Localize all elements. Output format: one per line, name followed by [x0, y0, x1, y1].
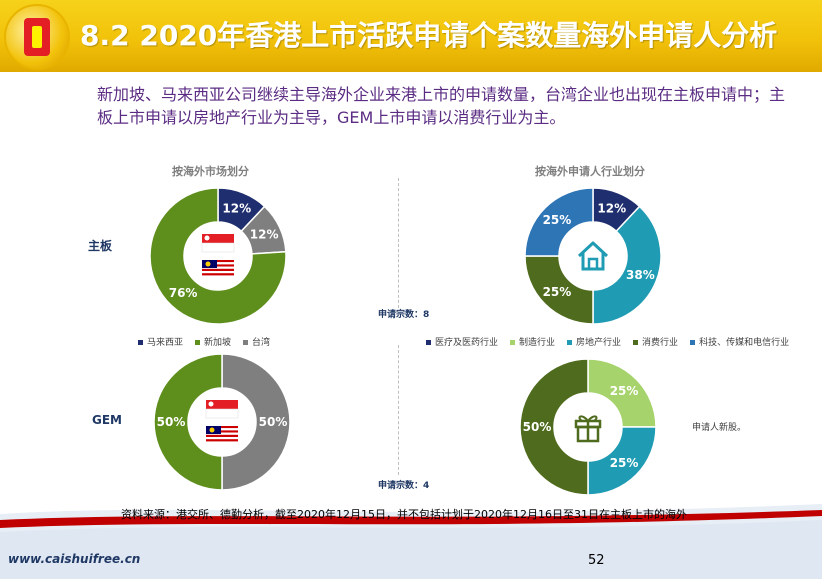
data-label-main-market-2: 76%: [169, 286, 198, 300]
legend-label: 台湾: [252, 338, 271, 348]
legend-item-market-1: 新加坡: [195, 335, 231, 348]
divider-top: [398, 178, 399, 308]
data-label-gem-industry-0: 25%: [610, 384, 639, 398]
singapore-flag-icon: [205, 400, 239, 419]
legend-item-industry-0: 医疗及医药行业: [426, 335, 498, 348]
legend-market: 马来西亚 新加坡 台湾: [138, 335, 270, 348]
data-label-gem-industry-1: 25%: [610, 456, 639, 470]
row-label-gem: GEM: [92, 413, 122, 427]
summary-text: 新加坡、马来西亚公司继续主导海外企业来港上市的申请数量，台湾企业也出现在主板申请…: [97, 85, 786, 127]
legend-item-market-2: 台湾: [243, 335, 270, 348]
count-gem: 申请宗数：4: [378, 481, 430, 491]
note-text: 申请人新股。: [692, 423, 747, 433]
legend-item-industry-3: 消费行业: [633, 335, 678, 348]
page-title: 8.2 2020年香港上市活跃申请个案数量海外申请人分析: [80, 19, 778, 52]
legend-swatch: [138, 340, 143, 345]
data-label-main-industry-0: 12%: [597, 202, 626, 216]
brand-logo-icon: [4, 4, 70, 70]
data-label-gem-industry-2: 50%: [523, 420, 552, 434]
legend-label: 新加坡: [204, 338, 232, 348]
legend-swatch: [567, 340, 573, 345]
data-label-gem-market-0: 50%: [259, 415, 288, 429]
legend-swatch: [510, 340, 516, 345]
pie-hole: [559, 222, 627, 290]
pie-hole: [184, 222, 252, 290]
pie-chart-gem-market: 50% 50%: [153, 353, 291, 491]
malaysia-flag-icon: [202, 260, 234, 276]
page-number: 52: [588, 553, 605, 568]
site-url[interactable]: www.caishuifree.cn: [8, 552, 141, 566]
pie-chart-main-industry: 12% 38% 25% 25%: [524, 187, 662, 325]
title-bar: 8.2 2020年香港上市活跃申请个案数量海外申请人分析: [0, 0, 822, 72]
source-text: 资料来源：港交所、德勤分析，截至2020年12月15日，并不包括计划于2020年…: [121, 508, 687, 521]
legend-item-industry-1: 制造行业: [510, 335, 555, 348]
footer-wave: [0, 504, 822, 579]
data-label-gem-market-1: 50%: [157, 415, 186, 429]
data-label-main-market-0: 12%: [222, 202, 251, 216]
pie-chart-gem-industry: 25% 25% 50%: [519, 358, 657, 496]
row-label-main: 主板: [88, 239, 113, 253]
legend-item-industry-4: 科技、传媒和电信行业: [690, 335, 789, 348]
data-label-main-market-1: 12%: [250, 227, 279, 241]
singapore-flag-icon: [201, 234, 235, 253]
count-main: 申请宗数：8: [378, 310, 430, 320]
industry-chart-title: 按海外申请人行业划分: [535, 165, 645, 178]
legend-label: 医疗及医药行业: [435, 338, 499, 348]
house-icon: [577, 241, 609, 271]
legend-swatch: [426, 340, 431, 345]
market-chart-title: 按海外市场划分: [172, 165, 249, 178]
legend-swatch: [243, 340, 249, 345]
legend-swatch: [690, 340, 696, 345]
data-label-main-industry-3: 25%: [543, 213, 572, 227]
divider-bottom: [398, 345, 399, 475]
legend-swatch: [633, 340, 639, 345]
data-label-main-industry-2: 25%: [543, 285, 572, 299]
legend-item-industry-2: 房地产行业: [567, 335, 621, 348]
legend-swatch: [195, 340, 201, 345]
legend-label: 消费行业: [642, 338, 679, 348]
gift-icon: [574, 415, 602, 443]
legend-label: 房地产行业: [576, 338, 622, 348]
data-label-main-industry-1: 38%: [626, 268, 655, 282]
malaysia-flag-icon: [206, 426, 238, 442]
legend-label: 制造行业: [519, 338, 556, 348]
legend-label: 科技、传媒和电信行业: [699, 338, 790, 348]
pie-chart-main-market: 12% 12% 76%: [149, 187, 287, 325]
legend-label: 马来西亚: [147, 338, 184, 348]
legend-item-market-0: 马来西亚: [138, 335, 183, 348]
legend-industry: 医疗及医药行业 制造行业 房地产行业 消费行业 科技、传媒和电信行业: [426, 335, 789, 348]
pie-hole: [188, 388, 256, 456]
